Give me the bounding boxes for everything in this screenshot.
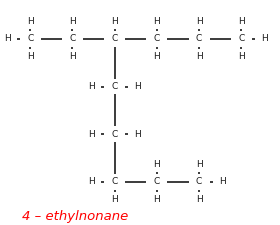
Text: H: H bbox=[134, 130, 141, 139]
Text: H: H bbox=[69, 52, 76, 61]
Text: C: C bbox=[111, 130, 118, 139]
Text: C: C bbox=[154, 178, 160, 187]
Text: H: H bbox=[153, 195, 160, 204]
Text: H: H bbox=[153, 160, 160, 169]
Text: H: H bbox=[88, 178, 95, 187]
Text: C: C bbox=[154, 34, 160, 43]
Text: H: H bbox=[69, 17, 76, 26]
Text: H: H bbox=[27, 52, 34, 61]
Text: C: C bbox=[111, 178, 118, 187]
Text: H: H bbox=[153, 17, 160, 26]
Text: H: H bbox=[261, 34, 268, 43]
Text: C: C bbox=[27, 34, 33, 43]
Text: H: H bbox=[238, 17, 245, 26]
Text: H: H bbox=[196, 52, 202, 61]
Text: C: C bbox=[111, 34, 118, 43]
Text: H: H bbox=[111, 17, 118, 26]
Text: H: H bbox=[196, 17, 202, 26]
Text: C: C bbox=[196, 178, 202, 187]
Text: C: C bbox=[111, 82, 118, 91]
Text: C: C bbox=[238, 34, 244, 43]
Text: C: C bbox=[196, 34, 202, 43]
Text: H: H bbox=[196, 195, 202, 204]
Text: H: H bbox=[134, 82, 141, 91]
Text: H: H bbox=[153, 52, 160, 61]
Text: H: H bbox=[4, 34, 10, 43]
Text: H: H bbox=[88, 82, 95, 91]
Text: H: H bbox=[219, 178, 226, 187]
Text: C: C bbox=[69, 34, 76, 43]
Text: H: H bbox=[88, 130, 95, 139]
Text: H: H bbox=[196, 160, 202, 169]
Text: H: H bbox=[27, 17, 34, 26]
Text: 4 – ethylnonane: 4 – ethylnonane bbox=[22, 210, 128, 223]
Text: H: H bbox=[238, 52, 245, 61]
Text: H: H bbox=[111, 195, 118, 204]
